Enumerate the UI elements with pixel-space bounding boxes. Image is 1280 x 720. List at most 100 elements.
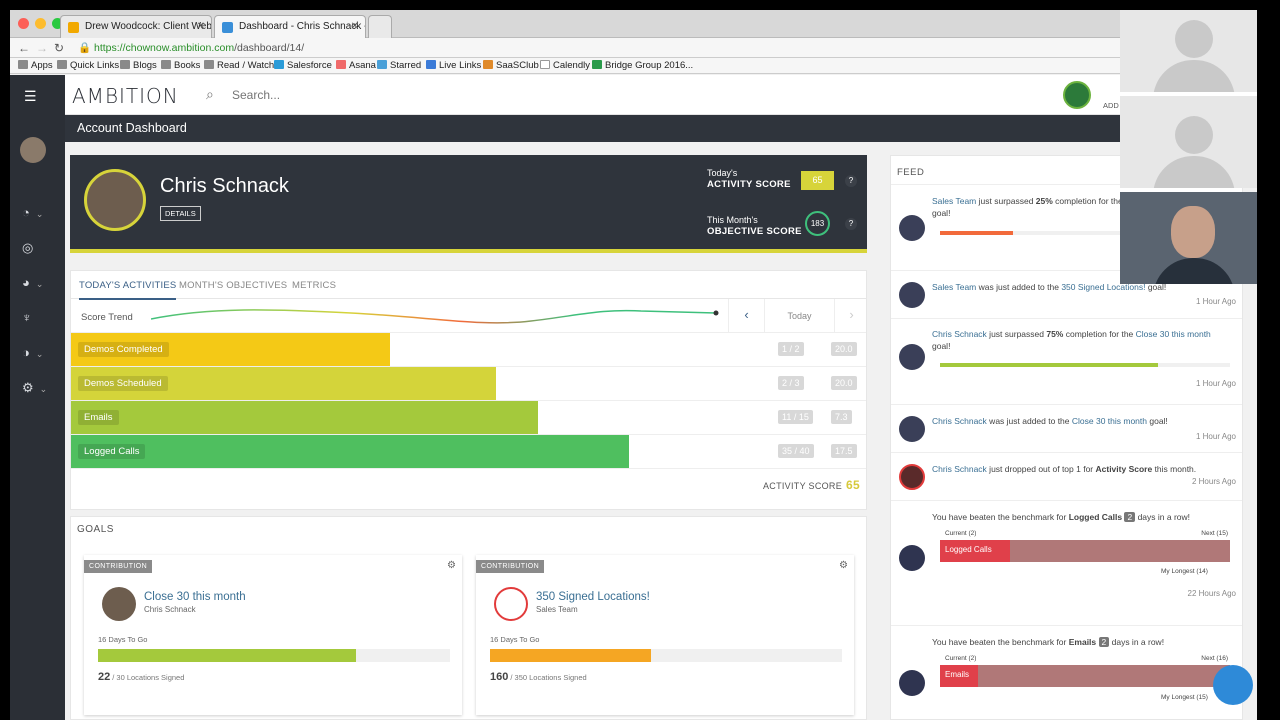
close-icon[interactable]: ✕ [350, 21, 359, 32]
pie-chart-icon[interactable]: ◑ ⌄ [22, 345, 44, 360]
objective-score-badge[interactable]: 183 [805, 211, 830, 236]
feed-link[interactable]: Sales Team [932, 196, 977, 206]
minimize-window-button[interactable] [35, 18, 46, 29]
activity-row[interactable]: Demos Completed 1 / 2 20.0 [71, 333, 866, 367]
bookmark-bridge-group[interactable]: Bridge Group 2016... [592, 60, 693, 71]
details-button[interactable]: DETAILS [160, 206, 201, 221]
url-field[interactable]: 🔒 https://chownow.ambition.com/dashboard… [78, 42, 305, 54]
back-icon[interactable]: ← [18, 41, 30, 55]
feed-link[interactable]: Close 30 this month [1135, 329, 1211, 339]
target-icon[interactable]: ◎ [22, 240, 34, 255]
bookmark-asana[interactable]: Asana [336, 60, 376, 71]
bookmark-starred[interactable]: Starred [377, 60, 421, 71]
feed-item[interactable]: Chris Schnack just surpassed 75% complet… [891, 318, 1242, 404]
feed-text-part: goal! [1147, 416, 1168, 426]
gear-icon[interactable]: ⚙ [447, 560, 456, 571]
goal-title[interactable]: Close 30 this month [144, 591, 246, 603]
bookmark-apps[interactable]: Apps [18, 60, 53, 71]
activity-row[interactable]: Demos Scheduled 2 / 3 20.0 [71, 367, 866, 401]
prev-day-button[interactable]: ‹ [728, 299, 764, 333]
goal-card[interactable]: CONTRIBUTION ⚙ 350 Signed Locations! Sal… [476, 555, 854, 715]
bookmark-live-links[interactable]: Live Links [426, 60, 481, 71]
benchmark-current: Current (2) [945, 655, 977, 662]
bookmark-label: Bridge Group 2016... [605, 60, 694, 71]
zoom-window-button[interactable] [52, 18, 63, 29]
browser-tab-active[interactable]: Dashboard - Chris Schnack - ... ✕ [214, 15, 366, 38]
gear-icon[interactable]: ⚙ [839, 560, 848, 571]
goal-count-value: 160 [490, 671, 509, 683]
close-window-button[interactable] [18, 18, 29, 29]
activity-row[interactable]: Emails 11 / 15 7.3 [71, 401, 866, 435]
activity-score-badge[interactable]: 65 [801, 171, 834, 190]
bookmark-folder[interactable]: Books [161, 60, 200, 71]
goal-count-rest: / 30 Locations Signed [112, 673, 185, 682]
helmet-icon[interactable]: ◕ ⌄ [22, 275, 44, 290]
feed-link[interactable]: Chris Schnack [932, 464, 987, 474]
app-logo[interactable]: AMBITION [72, 84, 179, 108]
close-icon[interactable]: ✕ [196, 21, 205, 32]
feed-link[interactable]: Chris Schnack [932, 329, 987, 339]
forward-icon[interactable]: → [36, 41, 48, 55]
contribution-tag: CONTRIBUTION [84, 560, 153, 573]
feed-time: 1 Hour Ago [1195, 432, 1236, 441]
feed-link[interactable]: 350 Signed Locations! [1061, 282, 1146, 292]
help-icon[interactable]: ? [845, 175, 857, 187]
next-day-button[interactable]: › [834, 299, 868, 333]
goal-card[interactable]: CONTRIBUTION ⚙ Close 30 this month Chris… [84, 555, 462, 715]
user-avatar[interactable] [20, 137, 46, 163]
menu-icon[interactable]: ☰ [24, 88, 37, 104]
feed-item[interactable]: Chris Schnack just dropped out of top 1 … [891, 452, 1242, 500]
feed-item[interactable]: Sales Team was just added to the 350 Sig… [891, 270, 1242, 318]
feed-text: You have beaten the benchmark for Logged… [932, 511, 1232, 523]
goal-days-left: 16 Days To Go [490, 635, 540, 644]
feed-progress-fill [940, 231, 1013, 235]
bookmark-folder[interactable]: Read / Watch [204, 60, 274, 71]
feed-time: 22 Hours Ago [1187, 589, 1236, 598]
feed-text-part: just surpassed [986, 329, 1047, 339]
search-input[interactable] [232, 85, 432, 105]
bookmark-calendly[interactable]: Calendly [540, 60, 590, 71]
today-label[interactable]: Today [764, 299, 834, 333]
objective-label-line1: This Month's [707, 215, 758, 225]
feed-item[interactable]: Chris Schnack was just added to the Clos… [891, 404, 1242, 452]
bookmark-salesforce[interactable]: Salesforce [274, 60, 332, 71]
goal-title[interactable]: 350 Signed Locations! [536, 591, 650, 603]
bookmark-folder[interactable]: Quick Links [57, 60, 119, 71]
settings-gear-icon[interactable]: ⚙ ⌄ [22, 380, 48, 395]
feed-item[interactable]: Sales Team just surpassed 25% completion… [891, 184, 1242, 270]
dashboard-gauge-icon[interactable]: ◔ ⌄ [22, 205, 44, 220]
feed-item[interactable]: You have beaten the benchmark for Emails… [891, 625, 1242, 719]
feed-link[interactable]: Chris Schnack [932, 416, 987, 426]
bookmark-label: Apps [31, 60, 53, 71]
trophy-icon[interactable]: ♆ [22, 310, 32, 325]
streak-count: 2 [1098, 637, 1110, 647]
activity-row[interactable]: Logged Calls 35 / 40 17.5 [71, 435, 866, 469]
activity-score: 20.0 [831, 376, 857, 390]
screen: Drew Woodcock: Client Webi... ✕ Dashboar… [10, 10, 1257, 720]
speedometer-icon [899, 464, 925, 490]
person-placeholder-body [1153, 60, 1235, 92]
badge-avatar[interactable] [1063, 81, 1091, 109]
new-tab-button[interactable] [368, 15, 392, 38]
bookmark-label: Salesforce [287, 60, 332, 71]
browser-tab[interactable]: Drew Woodcock: Client Webi... ✕ [60, 15, 212, 38]
tab-months-objectives[interactable]: MONTH'S OBJECTIVES [179, 280, 288, 291]
tab-metrics[interactable]: METRICS [292, 280, 337, 291]
browser-tabbar: Drew Woodcock: Client Webi... ✕ Dashboar… [10, 10, 1257, 38]
chat-bubble-icon[interactable] [1213, 665, 1253, 705]
video-participant-tile[interactable] [1120, 96, 1257, 188]
video-participant-tile[interactable] [1120, 10, 1257, 92]
bookmark-folder[interactable]: Blogs [120, 60, 157, 71]
activity-progress-fill [71, 435, 629, 468]
video-participant-tile[interactable] [1120, 192, 1257, 284]
feed-link[interactable]: Sales Team [932, 282, 977, 292]
activity-progress-fill [71, 367, 496, 400]
reload-icon[interactable]: ↻ [54, 41, 65, 55]
activity-label: Logged Calls [78, 444, 146, 459]
feed-text-part: goal! [932, 341, 951, 351]
feed-item[interactable]: You have beaten the benchmark for Logged… [891, 500, 1242, 625]
help-icon[interactable]: ? [845, 218, 857, 230]
feed-link[interactable]: Close 30 this month [1071, 416, 1147, 426]
tab-todays-activities[interactable]: TODAY'S ACTIVITIES [79, 280, 177, 300]
bookmark-saasclub[interactable]: SaaSClub [483, 60, 539, 71]
